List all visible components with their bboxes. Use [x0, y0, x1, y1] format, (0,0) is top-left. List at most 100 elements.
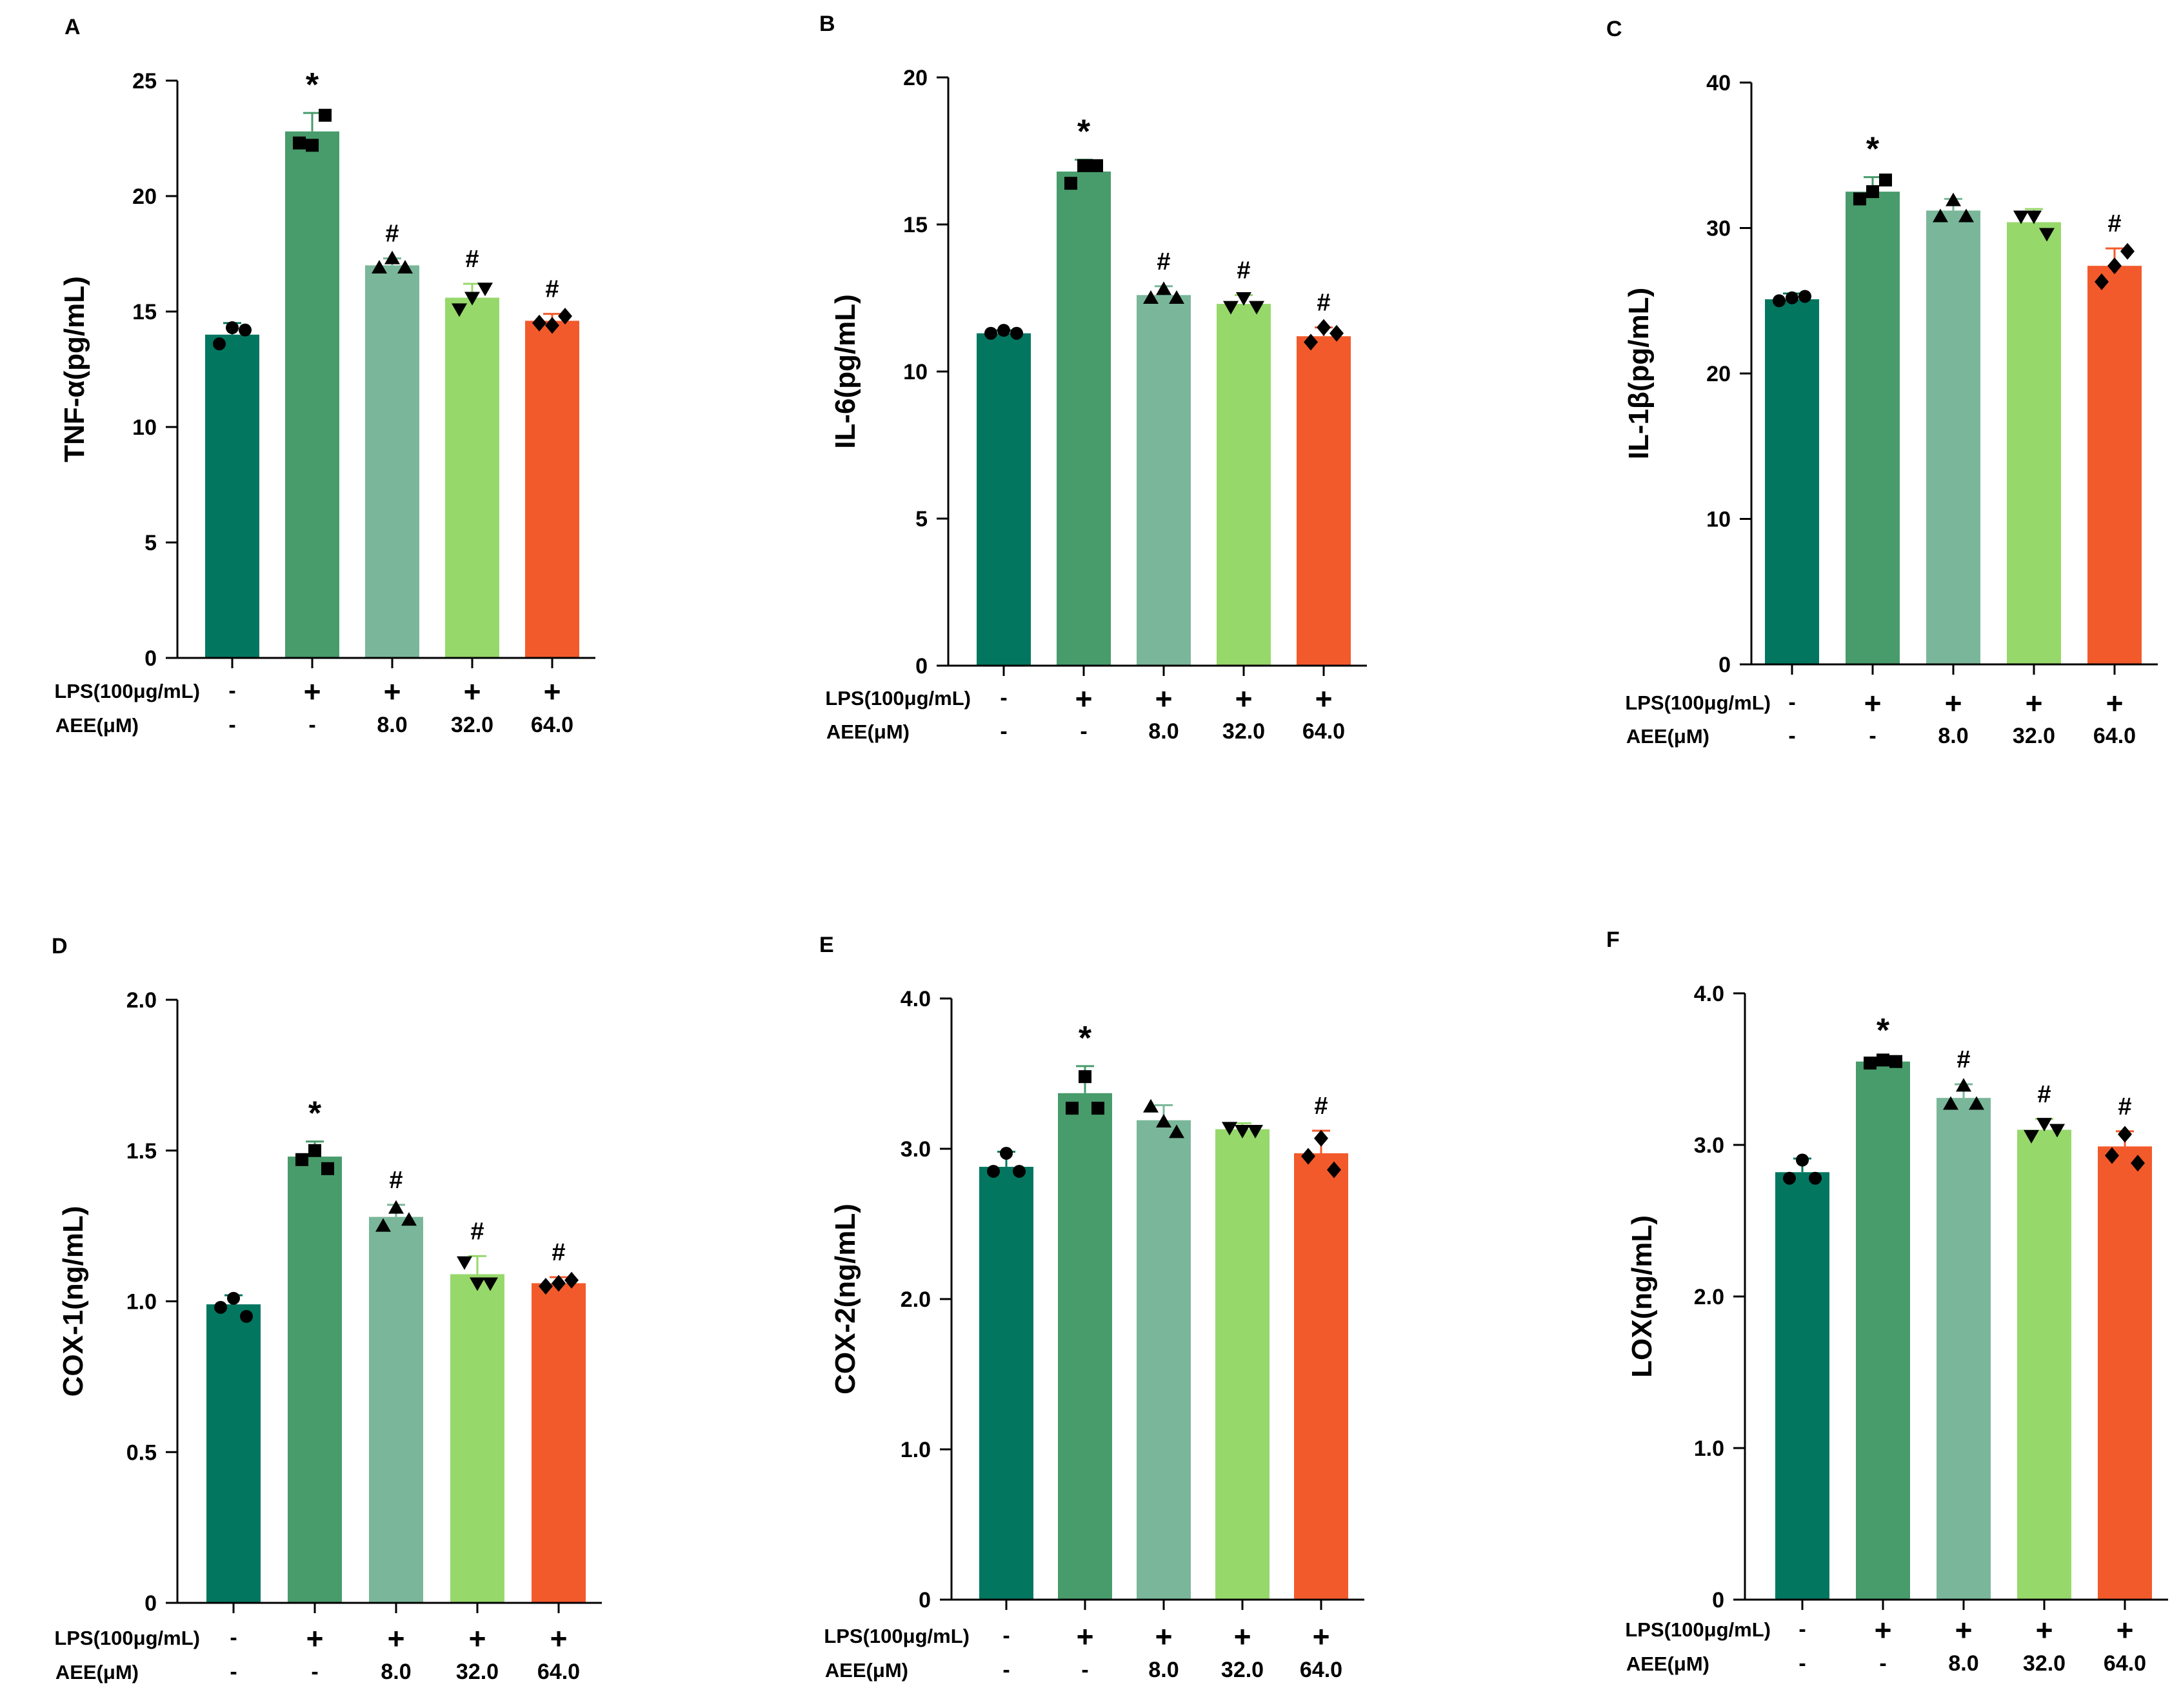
- lps-condition: +: [384, 675, 401, 708]
- aee-condition: -: [228, 713, 235, 737]
- data-point: [1809, 1171, 1822, 1185]
- data-point: [1317, 319, 1331, 336]
- y-tick-label: 5: [144, 531, 157, 555]
- significance-hash: #: [470, 1218, 484, 1245]
- data-point: [987, 1164, 1000, 1178]
- aee-condition: -: [1081, 1658, 1088, 1682]
- bar: [532, 1283, 586, 1603]
- lps-condition: +: [1315, 682, 1333, 715]
- aee-condition: 8.0: [1148, 1658, 1179, 1682]
- y-axis-label: COX-2(ng/mL): [830, 1204, 861, 1395]
- lps-condition: -: [1798, 1617, 1806, 1642]
- lps-condition: +: [1945, 686, 1962, 720]
- data-point: [1969, 1096, 1984, 1110]
- lps-condition: +: [304, 675, 321, 708]
- y-tick-label: 20: [1706, 362, 1731, 386]
- data-point: [452, 303, 467, 317]
- data-point: [1956, 1078, 1971, 1092]
- y-tick-label: 4.0: [1694, 982, 1724, 1006]
- data-point: [1958, 208, 1974, 223]
- significance-star: *: [306, 66, 319, 104]
- aee-condition: 32.0: [1222, 719, 1265, 744]
- data-point: [401, 1212, 417, 1226]
- bar: [206, 1304, 261, 1603]
- data-point: [293, 136, 306, 150]
- bar: [1297, 336, 1351, 666]
- lps-row-label: LPS(100μg/mL): [54, 1627, 200, 1649]
- bar: [525, 321, 579, 658]
- significance-hash: #: [545, 276, 559, 303]
- lps-row-label: LPS(100μg/mL): [1625, 691, 1771, 714]
- data-point: [2026, 210, 2042, 224]
- bar: [1137, 1120, 1191, 1600]
- aee-condition: 64.0: [537, 1660, 580, 1684]
- lps-condition: +: [1155, 682, 1173, 715]
- significance-hash: #: [552, 1239, 565, 1266]
- lps-condition: +: [1235, 682, 1253, 715]
- data-point: [1156, 1114, 1171, 1128]
- y-tick-label: 15: [903, 213, 928, 237]
- bar: [1294, 1153, 1348, 1600]
- data-point: [1156, 281, 1171, 295]
- significance-hash: #: [1237, 257, 1250, 284]
- aee-condition: 64.0: [2104, 1651, 2146, 1676]
- y-tick-label: 15: [132, 300, 157, 324]
- data-point: [1248, 1125, 1263, 1139]
- data-point: [539, 1278, 553, 1295]
- aee-row-label: AEE(μM): [1626, 1653, 1709, 1675]
- aee-condition: -: [311, 1660, 318, 1684]
- data-point: [1169, 290, 1184, 304]
- data-point: [1013, 1164, 1026, 1178]
- significance-hash: #: [1157, 248, 1170, 275]
- data-point: [372, 259, 387, 273]
- significance-hash: #: [2118, 1093, 2131, 1120]
- data-point: [1077, 159, 1090, 172]
- data-point: [295, 1153, 308, 1166]
- data-point: [1864, 1057, 1877, 1070]
- aee-condition: 8.0: [381, 1660, 411, 1684]
- significance-star: *: [1866, 131, 1880, 168]
- lps-condition: +: [550, 1622, 568, 1655]
- data-point: [1223, 301, 1239, 315]
- aee-condition: 8.0: [377, 713, 407, 737]
- aee-condition: 64.0: [531, 713, 573, 737]
- data-point: [1064, 177, 1077, 190]
- data-point: [213, 337, 226, 351]
- data-point: [1879, 174, 1892, 187]
- data-point: [321, 1162, 334, 1175]
- lps-condition: +: [1955, 1613, 1973, 1647]
- y-tick-label: 4.0: [901, 987, 931, 1011]
- data-point: [1796, 1153, 1809, 1167]
- lps-condition: +: [2036, 1613, 2053, 1647]
- bar: [1058, 1093, 1112, 1600]
- significance-star: *: [1077, 114, 1091, 151]
- lps-condition: -: [1002, 1624, 1010, 1648]
- data-point: [1235, 1125, 1250, 1139]
- bar: [369, 1216, 423, 1603]
- data-point: [1933, 208, 1948, 223]
- data-point: [1066, 1102, 1079, 1115]
- data-point: [2118, 1126, 2132, 1143]
- data-point: [564, 1271, 579, 1289]
- aee-condition: 64.0: [1300, 1658, 1342, 1682]
- data-point: [2037, 1118, 2052, 1132]
- data-point: [1143, 290, 1159, 304]
- y-axis-label: TNF-α(pg/mL): [59, 276, 90, 462]
- y-tick-label: 0: [144, 1591, 157, 1616]
- data-point: [1786, 291, 1798, 304]
- aee-condition: -: [1788, 724, 1795, 748]
- aee-condition: -: [308, 713, 315, 737]
- aee-condition: -: [1080, 719, 1087, 744]
- panel-a: A * # # #0 5 10 15 20 25 TNF-α(pg/mL) LPS(100μg/mL)…: [54, 15, 595, 737]
- y-axis-label: COX-1(ng/mL): [57, 1206, 89, 1397]
- bar: [450, 1274, 504, 1603]
- lps-condition: +: [469, 1622, 486, 1655]
- lps-condition: +: [1075, 682, 1093, 715]
- data-point: [1327, 1161, 1341, 1178]
- aee-condition: 32.0: [2023, 1651, 2066, 1676]
- lps-row-label: LPS(100μg/mL): [824, 1625, 970, 1647]
- data-point: [984, 326, 997, 340]
- bar: [1057, 171, 1111, 666]
- bar: [1217, 304, 1271, 666]
- bar: [205, 334, 259, 658]
